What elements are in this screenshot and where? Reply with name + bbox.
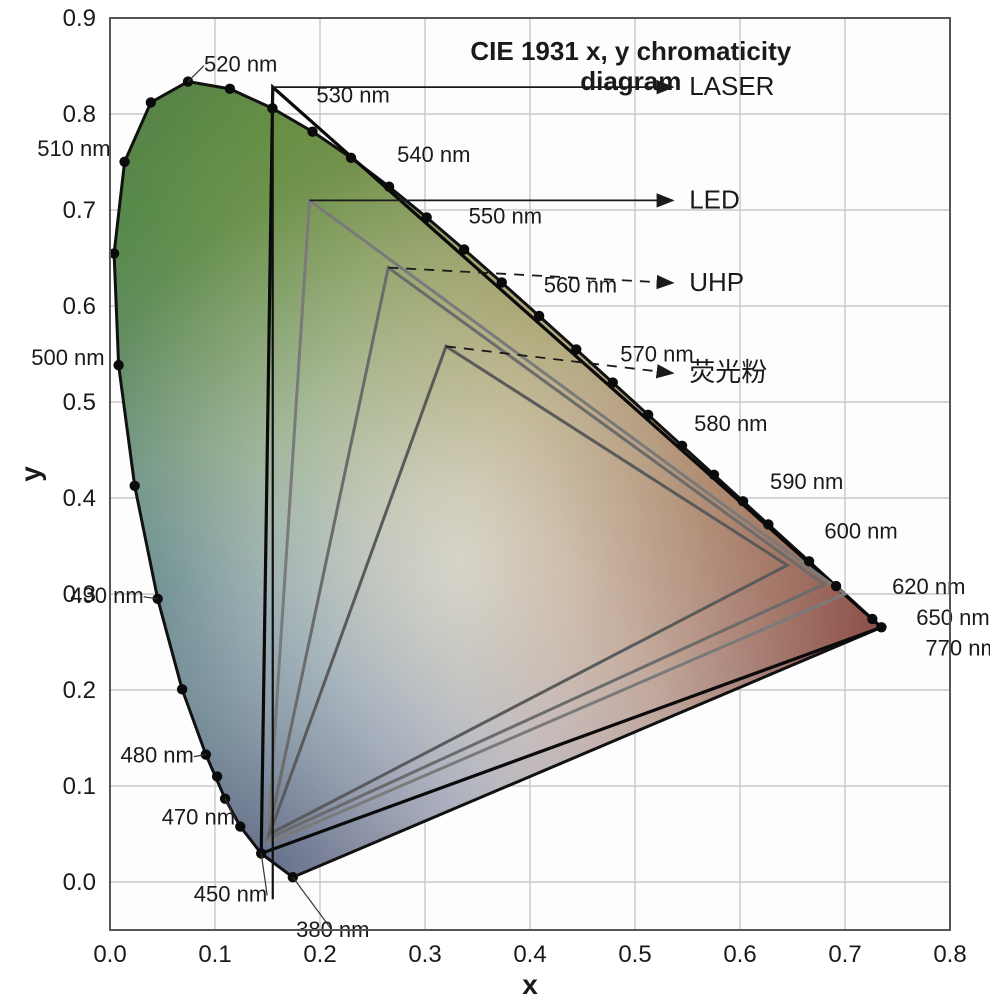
wavelength-dot-460	[235, 821, 245, 831]
x-tick-0.7: 0.7	[828, 941, 861, 968]
wavelength-dot-535	[307, 126, 317, 136]
x-axis-label: x	[522, 969, 538, 1000]
callout-label-LASER: LASER	[689, 71, 774, 101]
wavelength-dot-560	[497, 277, 507, 287]
wavelength-dot-565	[534, 311, 544, 321]
wavelength-dot-570	[571, 344, 581, 354]
wavelength-label-600: 600 nm	[824, 518, 897, 543]
wavelength-dot-495	[129, 481, 139, 491]
wavelength-label-770: 770 nm	[925, 635, 990, 660]
wavelength-label-510: 510 nm	[37, 136, 110, 161]
y-tick-0.5: 0.5	[63, 389, 96, 416]
chart-title-line1: CIE 1931 x, y chromaticity	[470, 36, 791, 66]
wavelength-dot-475	[212, 771, 222, 781]
y-tick-0.6: 0.6	[63, 293, 96, 320]
x-tick-0.1: 0.1	[198, 941, 231, 968]
wavelength-label-530: 530 nm	[316, 82, 389, 107]
y-tick-0.8: 0.8	[63, 101, 96, 128]
wavelength-dot-585	[677, 441, 687, 451]
x-tick-0: 0.0	[93, 941, 126, 968]
wavelength-dot-600	[763, 519, 773, 529]
wavelength-dot-580	[643, 410, 653, 420]
wavelength-dot-575	[608, 377, 618, 387]
wavelength-dot-530	[267, 103, 277, 113]
x-tick-0.6: 0.6	[723, 941, 756, 968]
wavelength-dot-485	[177, 684, 187, 694]
y-tick-0.4: 0.4	[63, 485, 96, 512]
wavelength-label-540: 540 nm	[397, 142, 470, 167]
x-tick-0.2: 0.2	[303, 941, 336, 968]
y-axis-label: y	[15, 466, 46, 482]
wavelength-label-450: 450 nm	[194, 881, 267, 906]
wavelength-dot-550	[421, 212, 431, 222]
y-tick-0: 0.0	[63, 869, 96, 896]
callout-label-UHP: UHP	[689, 267, 744, 297]
x-tick-0.8: 0.8	[933, 941, 966, 968]
wavelength-label-590: 590 nm	[770, 469, 843, 494]
wavelength-dot-590	[709, 470, 719, 480]
wavelength-dot-500	[113, 360, 123, 370]
x-tick-labels: 0.0 0.1 0.2 0.3 0.4 0.5 0.6 0.7 0.8	[93, 941, 966, 968]
y-tick-0.3: 0.3	[63, 581, 96, 608]
wavelength-dot-545	[384, 181, 394, 191]
wavelength-label-500: 500 nm	[31, 345, 104, 370]
wavelength-dot-770	[876, 622, 886, 632]
wavelength-label-650: 650 nm	[916, 605, 989, 630]
y-tick-0.1: 0.1	[63, 773, 96, 800]
wavelength-label-520: 520 nm	[204, 52, 277, 77]
x-tick-0.5: 0.5	[618, 941, 651, 968]
y-tick-0.2: 0.2	[63, 677, 96, 704]
chart-svg: 520 nm530 nm540 nm550 nm560 nm570 nm580 …	[0, 0, 990, 1000]
callout-label-荧光粉: 荧光粉	[689, 357, 767, 387]
wavelength-dot-525	[225, 84, 235, 94]
wavelength-label-580: 580 nm	[694, 411, 767, 436]
callout-label-LED: LED	[689, 184, 740, 214]
y-tick-0.7: 0.7	[63, 197, 96, 224]
wavelength-dot-510	[119, 157, 129, 167]
x-tick-0.3: 0.3	[408, 941, 441, 968]
wavelength-dot-610	[804, 556, 814, 566]
cie-chromaticity-diagram: 520 nm530 nm540 nm550 nm560 nm570 nm580 …	[0, 0, 990, 1000]
x-tick-0.4: 0.4	[513, 941, 546, 968]
y-tick-0.9: 0.9	[63, 5, 96, 32]
wavelength-dot-515	[146, 97, 156, 107]
wavelength-dot-540	[346, 153, 356, 163]
chart-title-line2: diagram	[580, 66, 681, 96]
wavelength-dot-555	[459, 244, 469, 254]
wavelength-dot-620	[831, 581, 841, 591]
wavelength-label-470: 470 nm	[162, 805, 235, 830]
wavelength-label-570: 570 nm	[620, 341, 693, 366]
wavelength-dot-650	[867, 614, 877, 624]
wavelength-label-620: 620 nm	[892, 574, 965, 599]
wavelength-label-550: 550 nm	[469, 203, 542, 228]
wavelength-dot-595	[738, 496, 748, 506]
wavelength-label-480: 480 nm	[120, 743, 193, 768]
